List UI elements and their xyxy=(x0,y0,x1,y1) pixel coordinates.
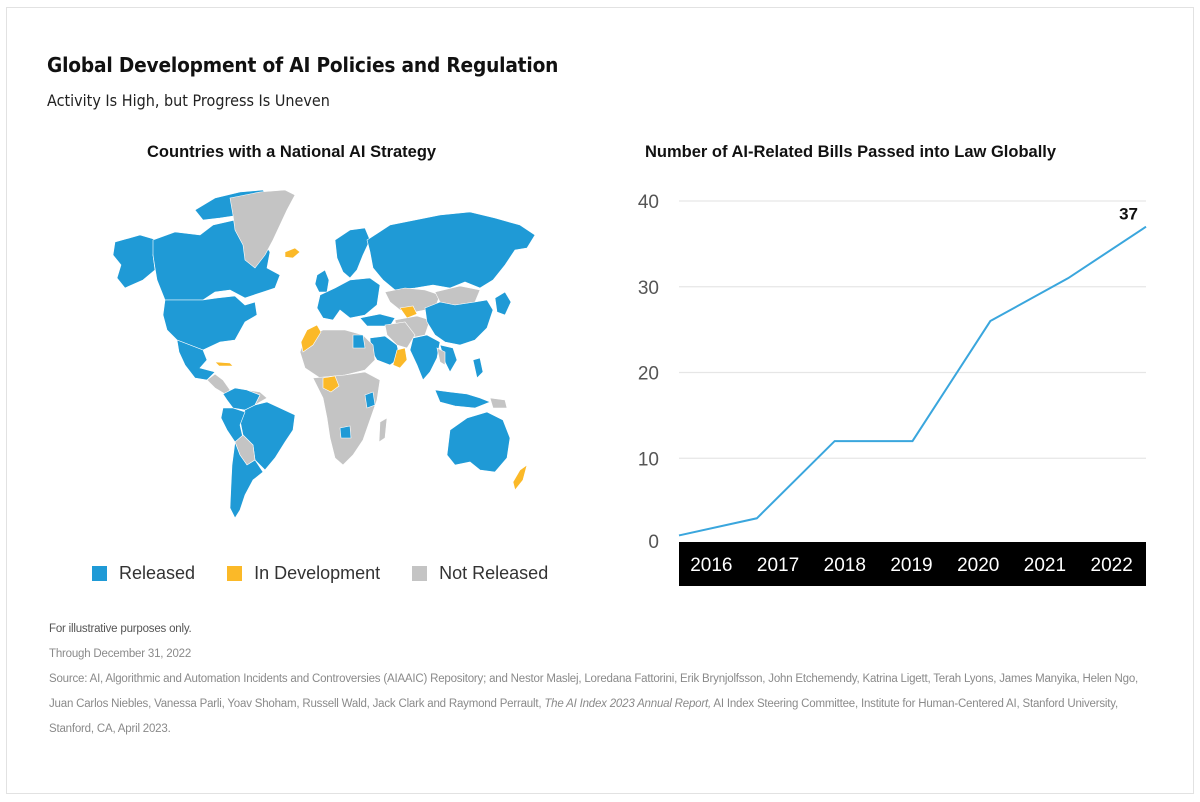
y-tick-label: 0 xyxy=(648,532,659,553)
x-tick-label: 2018 xyxy=(824,555,866,576)
country-iran-iraq xyxy=(384,321,416,349)
country-western-europe xyxy=(316,277,381,321)
country-china xyxy=(424,299,494,346)
source-note: Source: AI, Algorithmic and Automation I… xyxy=(49,667,1159,742)
country-russia xyxy=(366,211,536,291)
country-guianas xyxy=(246,389,268,406)
country-myanmar-thailand xyxy=(436,347,446,366)
country-indonesia xyxy=(434,389,491,409)
country-nigeria xyxy=(322,375,340,393)
country-alaska-usa xyxy=(112,234,158,289)
x-tick-label: 2021 xyxy=(1024,555,1066,576)
y-tick-label: 30 xyxy=(638,278,659,299)
map-region-south-america xyxy=(220,387,296,519)
source-text: Source: AI, Algorithmic and Automation I… xyxy=(49,673,1139,710)
country-argentina-chile xyxy=(229,441,264,519)
country-cuba xyxy=(214,361,234,367)
country-papua-new-guinea xyxy=(489,397,508,409)
legend-item-released: Released xyxy=(92,563,195,584)
country-central-america xyxy=(206,373,231,395)
country-mexico xyxy=(176,339,216,381)
data-label: 37 xyxy=(1119,205,1138,224)
map-legend: Released In Development Not Released xyxy=(92,563,548,584)
figure-title: Global Development of AI Policies and Re… xyxy=(47,53,559,77)
country-australia xyxy=(446,411,511,473)
legend-swatch-released xyxy=(92,566,107,581)
series-layer xyxy=(678,225,1147,537)
y-tick-label: 10 xyxy=(638,449,659,470)
x-tick-label: 2019 xyxy=(890,555,932,576)
date-note: Through December 31, 2022 xyxy=(49,648,192,660)
legend-label: Not Released xyxy=(439,563,549,583)
country-india xyxy=(409,334,441,381)
map-region-north-america xyxy=(112,189,296,395)
country-scandinavia xyxy=(334,227,371,279)
country-turkey xyxy=(359,313,396,327)
country-central-africa xyxy=(312,371,381,466)
country-oman-yemen xyxy=(392,347,408,369)
x-axis-band xyxy=(679,542,1146,586)
country-usa xyxy=(162,295,258,351)
x-tick-label: 2020 xyxy=(957,555,999,576)
country-madagascar xyxy=(378,417,388,443)
country-new-zealand xyxy=(512,464,528,491)
map-region-oceania xyxy=(446,411,528,491)
disclaimer-note: For illustrative purposes only. xyxy=(49,623,192,635)
country-philippines xyxy=(472,357,484,379)
source-text-end: AI Index Steering Committee, Institute f… xyxy=(49,698,1118,735)
country-morocco xyxy=(300,324,322,353)
country-korea-japan xyxy=(494,291,512,316)
country-greenland xyxy=(229,189,296,269)
map-region-africa xyxy=(299,324,388,466)
country-zambia-zimbabwe xyxy=(339,425,352,439)
x-axis-ticks: 2016 2017 2018 2019 2020 2021 2022 xyxy=(690,555,1133,576)
legend-swatch-not-released xyxy=(412,566,428,581)
legend-item-not-released: Not Released xyxy=(412,563,548,584)
country-egypt xyxy=(352,334,366,349)
country-uzbekistan xyxy=(399,305,418,319)
figure-frame xyxy=(6,7,1194,794)
series-line xyxy=(678,225,1147,537)
y-tick-label: 40 xyxy=(638,192,659,213)
map-region-asia xyxy=(366,211,536,409)
legend-item-in-development: In Development xyxy=(227,563,380,584)
country-iceland xyxy=(284,247,301,259)
x-tick-label: 2016 xyxy=(690,555,732,576)
legend-label: In Development xyxy=(254,563,381,583)
figure-subtitle: Activity Is High, but Progress Is Uneven xyxy=(47,91,330,110)
country-uk-ireland xyxy=(314,269,330,293)
grid-layer xyxy=(679,200,1146,459)
legend-swatch-in-development xyxy=(227,566,243,581)
y-tick-label: 20 xyxy=(638,364,659,385)
x-tick-label: 2017 xyxy=(757,555,799,576)
figure-notes: For illustrative purposes only. Through … xyxy=(49,617,1159,742)
world-map xyxy=(112,189,536,519)
data-label-layer: 37 xyxy=(1119,205,1138,224)
legend-label: Released xyxy=(119,563,196,583)
x-tick-label: 2022 xyxy=(1091,555,1133,576)
map-region-middle-east xyxy=(369,321,416,369)
map-title: Countries with a National AI Strategy xyxy=(147,143,437,161)
country-kenya xyxy=(364,391,376,409)
source-report-title: The AI Index 2023 Annual Report, xyxy=(544,698,711,710)
line-chart-title: Number of AI-Related Bills Passed into L… xyxy=(645,143,1057,161)
map-region-europe xyxy=(284,227,396,327)
bills-line-chart: 0 10 20 30 40 2016 2017 2018 2019 2020 2021 2022 3… xyxy=(638,192,1147,586)
y-axis-ticks: 0 10 20 30 40 xyxy=(638,192,659,553)
